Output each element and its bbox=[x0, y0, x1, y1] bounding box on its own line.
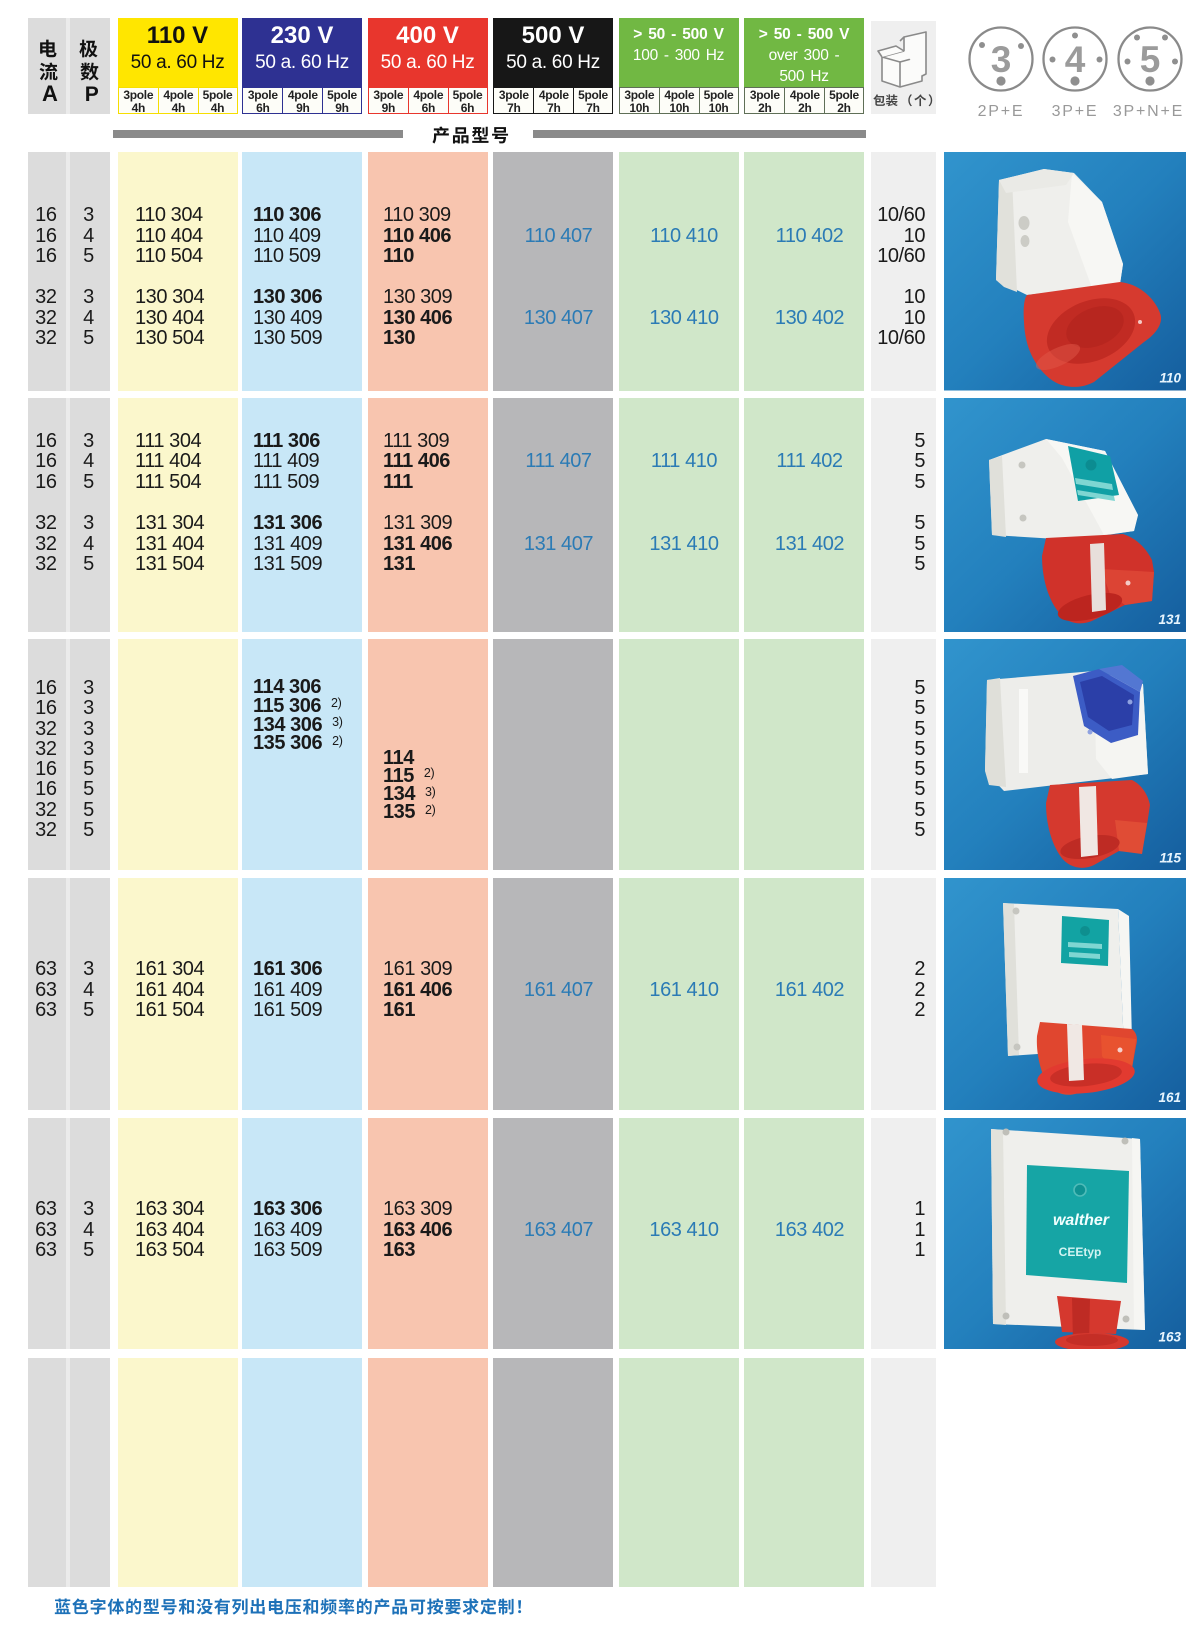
svg-text:161: 161 bbox=[1158, 1090, 1181, 1105]
svg-text:walther: walther bbox=[1053, 1212, 1110, 1229]
svg-text:3: 3 bbox=[991, 39, 1012, 80]
svg-text:5: 5 bbox=[1140, 39, 1161, 80]
svg-text:131: 131 bbox=[1158, 612, 1181, 627]
svg-text:115: 115 bbox=[1159, 850, 1181, 865]
svg-text:163: 163 bbox=[1158, 1329, 1181, 1344]
svg-text:110: 110 bbox=[1159, 371, 1181, 386]
svg-text:CEEtyp: CEEtyp bbox=[1059, 1245, 1102, 1259]
svg-text:4: 4 bbox=[1065, 39, 1086, 80]
